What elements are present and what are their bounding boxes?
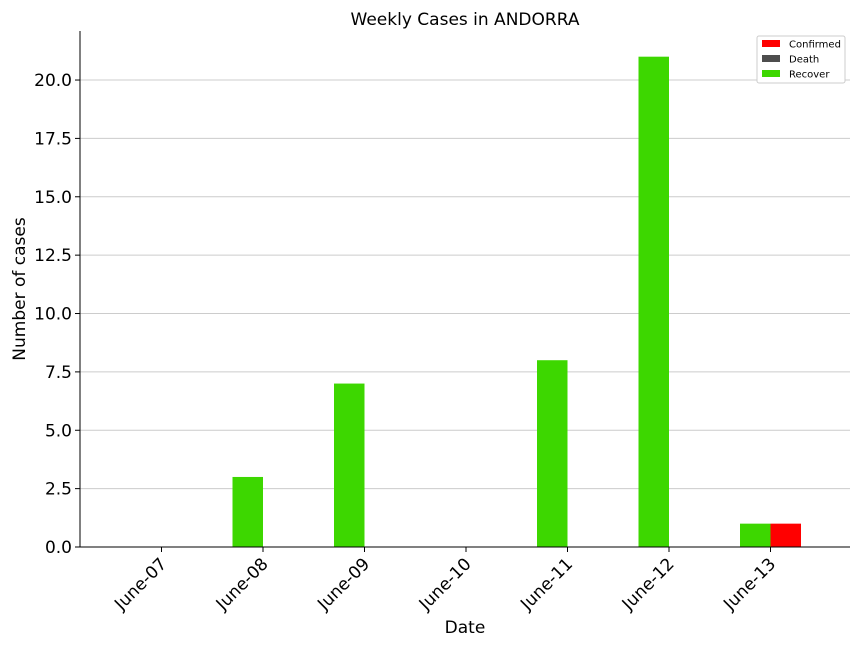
legend-swatch-confirmed bbox=[762, 40, 780, 47]
y-tick-label: 0.0 bbox=[45, 538, 72, 558]
legend-swatch-recover bbox=[762, 70, 780, 77]
bar-recover bbox=[334, 383, 365, 547]
y-tick-label: 15.0 bbox=[34, 188, 72, 208]
x-tick-label: June-07 bbox=[110, 554, 171, 615]
axes bbox=[79, 31, 850, 548]
y-tick-label: 17.5 bbox=[34, 129, 72, 149]
bars bbox=[232, 56, 801, 547]
x-tick-label: June-10 bbox=[415, 554, 476, 615]
x-tick-label: June-08 bbox=[212, 554, 273, 615]
x-axis-label: Date bbox=[445, 618, 486, 638]
y-tick-label: 10.0 bbox=[34, 305, 72, 325]
y-tick-label: 20.0 bbox=[34, 71, 72, 91]
y-tick-label: 2.5 bbox=[45, 480, 72, 500]
y-ticks: 0.0 2.5 5.0 7.5 10.0 12.5 15.0 17.5 20.0 bbox=[34, 71, 80, 558]
y-tick-label: 7.5 bbox=[45, 363, 72, 383]
legend: Confirmed Death Recover bbox=[756, 35, 846, 84]
y-axis-label: Number of cases bbox=[10, 217, 30, 361]
bar-recover bbox=[232, 476, 263, 547]
legend-swatch-death bbox=[762, 55, 780, 62]
bar-recover bbox=[740, 523, 771, 547]
x-ticks: June-07 June-08 June-09 June-10 June-11 June-… bbox=[110, 547, 780, 615]
x-tick-label: June-09 bbox=[313, 554, 374, 615]
bar-recover bbox=[638, 56, 669, 547]
legend-label-death: Death bbox=[789, 55, 819, 66]
x-tick-label: June-11 bbox=[516, 554, 577, 615]
chart-title: Weekly Cases in ANDORRA bbox=[351, 10, 580, 30]
y-tick-label: 12.5 bbox=[34, 246, 72, 266]
bar-recover bbox=[537, 360, 568, 547]
x-tick-label: June-12 bbox=[618, 554, 679, 615]
legend-label-recover: Recover bbox=[789, 70, 830, 81]
y-tick-label: 5.0 bbox=[45, 421, 72, 441]
bar-confirmed bbox=[770, 523, 801, 547]
grid-lines bbox=[80, 79, 850, 548]
x-tick-label: June-13 bbox=[719, 554, 780, 615]
legend-label-confirmed: Confirmed bbox=[789, 40, 841, 51]
